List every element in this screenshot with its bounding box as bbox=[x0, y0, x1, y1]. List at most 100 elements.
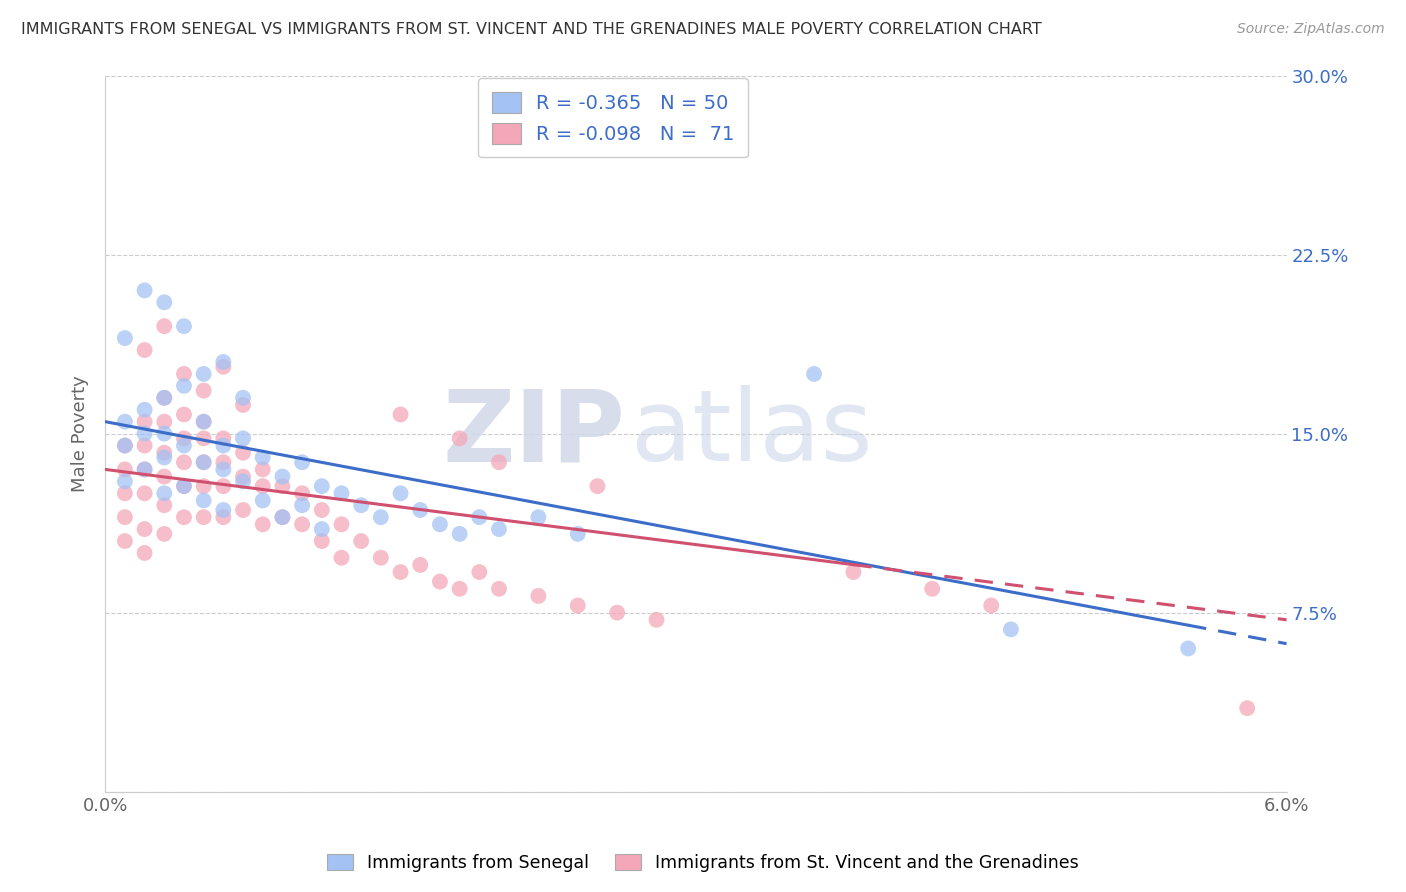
Point bbox=[409, 503, 432, 517]
Point bbox=[173, 319, 195, 334]
Point bbox=[232, 503, 254, 517]
Point bbox=[842, 565, 865, 579]
Point bbox=[449, 582, 471, 596]
Point bbox=[134, 486, 156, 500]
Point bbox=[212, 431, 235, 445]
Point bbox=[803, 367, 825, 381]
Text: IMMIGRANTS FROM SENEGAL VS IMMIGRANTS FROM ST. VINCENT AND THE GRENADINES MALE P: IMMIGRANTS FROM SENEGAL VS IMMIGRANTS FR… bbox=[21, 22, 1042, 37]
Point bbox=[212, 355, 235, 369]
Point bbox=[134, 462, 156, 476]
Point bbox=[606, 606, 628, 620]
Point bbox=[134, 415, 156, 429]
Point bbox=[586, 479, 609, 493]
Point bbox=[212, 455, 235, 469]
Point bbox=[134, 438, 156, 452]
Point bbox=[173, 438, 195, 452]
Point bbox=[527, 589, 550, 603]
Point bbox=[1177, 641, 1199, 656]
Point bbox=[330, 486, 353, 500]
Point bbox=[291, 486, 314, 500]
Point bbox=[252, 479, 274, 493]
Point bbox=[468, 565, 491, 579]
Point bbox=[449, 527, 471, 541]
Point bbox=[114, 438, 136, 452]
Point bbox=[1000, 623, 1022, 637]
Point bbox=[350, 498, 373, 512]
Point bbox=[212, 438, 235, 452]
Point bbox=[311, 534, 333, 549]
Point bbox=[153, 426, 176, 441]
Point bbox=[429, 574, 451, 589]
Point bbox=[567, 527, 589, 541]
Point bbox=[252, 517, 274, 532]
Point bbox=[291, 517, 314, 532]
Point bbox=[193, 384, 215, 398]
Point bbox=[193, 367, 215, 381]
Point bbox=[114, 415, 136, 429]
Point bbox=[271, 510, 294, 524]
Point bbox=[153, 319, 176, 334]
Point bbox=[212, 510, 235, 524]
Point bbox=[291, 498, 314, 512]
Point bbox=[173, 431, 195, 445]
Point bbox=[232, 475, 254, 489]
Point bbox=[980, 599, 1002, 613]
Point bbox=[271, 510, 294, 524]
Point bbox=[921, 582, 943, 596]
Point bbox=[389, 486, 412, 500]
Point bbox=[212, 462, 235, 476]
Point bbox=[153, 469, 176, 483]
Point bbox=[173, 510, 195, 524]
Point bbox=[429, 517, 451, 532]
Point bbox=[193, 455, 215, 469]
Point bbox=[389, 565, 412, 579]
Point bbox=[193, 415, 215, 429]
Point bbox=[330, 550, 353, 565]
Point bbox=[134, 284, 156, 298]
Point bbox=[173, 479, 195, 493]
Point bbox=[232, 398, 254, 412]
Point bbox=[193, 493, 215, 508]
Point bbox=[449, 431, 471, 445]
Point bbox=[134, 402, 156, 417]
Point bbox=[350, 534, 373, 549]
Point bbox=[134, 546, 156, 560]
Point bbox=[134, 426, 156, 441]
Point bbox=[527, 510, 550, 524]
Point bbox=[232, 446, 254, 460]
Point bbox=[645, 613, 668, 627]
Point bbox=[311, 479, 333, 493]
Point bbox=[1236, 701, 1258, 715]
Point bbox=[173, 408, 195, 422]
Point bbox=[153, 415, 176, 429]
Point bbox=[114, 462, 136, 476]
Point bbox=[232, 469, 254, 483]
Point bbox=[232, 431, 254, 445]
Point bbox=[409, 558, 432, 572]
Point bbox=[370, 510, 392, 524]
Point bbox=[232, 391, 254, 405]
Text: Source: ZipAtlas.com: Source: ZipAtlas.com bbox=[1237, 22, 1385, 37]
Point bbox=[488, 455, 510, 469]
Legend: R = -0.365   N = 50, R = -0.098   N =  71: R = -0.365 N = 50, R = -0.098 N = 71 bbox=[478, 78, 748, 157]
Point bbox=[468, 510, 491, 524]
Point bbox=[271, 479, 294, 493]
Point bbox=[153, 446, 176, 460]
Point bbox=[134, 343, 156, 357]
Point bbox=[173, 479, 195, 493]
Point bbox=[488, 522, 510, 536]
Point bbox=[114, 475, 136, 489]
Text: atlas: atlas bbox=[631, 385, 873, 482]
Point bbox=[212, 359, 235, 374]
Point bbox=[153, 391, 176, 405]
Point bbox=[153, 498, 176, 512]
Point bbox=[114, 331, 136, 345]
Point bbox=[370, 550, 392, 565]
Point bbox=[567, 599, 589, 613]
Point bbox=[488, 582, 510, 596]
Legend: Immigrants from Senegal, Immigrants from St. Vincent and the Grenadines: Immigrants from Senegal, Immigrants from… bbox=[321, 847, 1085, 879]
Point bbox=[173, 455, 195, 469]
Point bbox=[193, 431, 215, 445]
Point bbox=[153, 450, 176, 465]
Point bbox=[193, 415, 215, 429]
